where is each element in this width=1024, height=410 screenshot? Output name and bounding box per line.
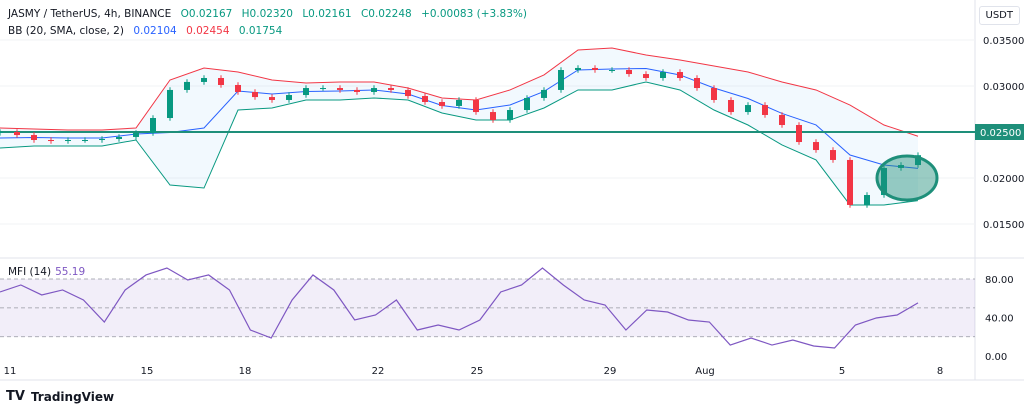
candle-body	[14, 132, 20, 136]
candle-body	[337, 88, 343, 90]
candle-body	[167, 89, 173, 119]
mfi-tick-label: 0.00	[985, 352, 1007, 363]
mfi-label: MFI (14)	[8, 266, 52, 278]
candle-body	[439, 102, 445, 106]
mfi-value: 55.19	[55, 266, 86, 278]
time-tick-label: 8	[937, 366, 943, 377]
ohlc-high: H0.02320	[241, 8, 293, 20]
mfi-legend[interactable]: MFI (14) 55.19	[8, 266, 85, 278]
tv-logo-icon: 𝗧𝗩	[6, 389, 25, 404]
price-tick-label: 0.03500	[983, 36, 1024, 47]
candle-body	[65, 140, 71, 142]
candle-body	[847, 159, 853, 205]
time-tick-label: Aug	[695, 366, 715, 377]
candle-body	[48, 140, 54, 142]
candle-body	[779, 114, 785, 126]
candle-body	[99, 138, 105, 141]
candle-body	[456, 99, 462, 106]
time-tick-label: 5	[839, 366, 845, 377]
candle-body	[626, 69, 632, 75]
time-tick-label: 29	[604, 366, 617, 377]
candle-body	[303, 88, 309, 96]
candle-body	[82, 140, 88, 142]
candle-body	[524, 97, 530, 111]
ohlc-change: +0.00083 (+3.83%)	[421, 8, 527, 20]
candle-body	[915, 155, 921, 166]
bb-lower-line	[0, 81, 919, 206]
time-tick-label: 18	[239, 366, 252, 377]
time-tick-label: 25	[471, 366, 484, 377]
bb-upper-value: 0.02454	[186, 25, 230, 37]
ohlc-low: L0.02161	[302, 8, 352, 20]
candle-body	[388, 88, 394, 90]
candle-body	[575, 67, 581, 70]
candle-body	[218, 77, 224, 85]
candle-body	[507, 110, 513, 121]
bb-basis-value: 0.02104	[133, 25, 177, 37]
level-price-label: 0.02500	[980, 128, 1021, 139]
candle-body	[728, 99, 734, 113]
mfi-tick-label: 40.00	[985, 314, 1014, 325]
bb-lower-value: 0.01754	[238, 25, 283, 37]
candle-body	[31, 135, 37, 141]
candle-body	[745, 105, 751, 113]
candle-body	[677, 72, 683, 78]
candle-body	[813, 142, 819, 151]
candle-body	[473, 99, 479, 113]
candle-body	[371, 88, 377, 92]
price-tick-label: 0.01500	[983, 220, 1024, 231]
candle-body	[694, 77, 700, 89]
candle-body	[269, 97, 275, 100]
candle-body	[558, 69, 564, 90]
candle-body	[116, 136, 122, 139]
ohlc-open: O0.02167	[180, 8, 233, 20]
candle-body	[898, 165, 904, 168]
candle-body	[762, 105, 768, 115]
candle-body	[0, 132, 3, 133]
candle-body	[150, 118, 156, 134]
candle-body	[881, 167, 887, 196]
candle-body	[541, 89, 547, 98]
highlight-circle	[875, 154, 939, 202]
candle-body	[422, 96, 428, 103]
candle-body	[320, 88, 326, 90]
candle-body	[405, 89, 411, 97]
candle-body	[201, 77, 207, 82]
candle-body	[235, 84, 241, 92]
tradingview-logo[interactable]: 𝗧𝗩 TradingView	[6, 389, 114, 404]
candle-body	[490, 112, 496, 121]
time-tick-label: 11	[4, 366, 17, 377]
level-price-tag	[975, 124, 1024, 140]
currency-button[interactable]: USDT	[978, 6, 1020, 25]
candle-body	[796, 125, 802, 143]
symbol-title: JASMY / TetherUS, 4h, BINANCE	[8, 8, 172, 20]
candle-body	[609, 69, 615, 71]
candle-body	[711, 88, 717, 100]
ohlc-close: C0.02248	[360, 8, 412, 20]
candle-body	[252, 91, 258, 98]
mfi-tick-label: 80.00	[985, 275, 1014, 286]
candle-body	[184, 81, 190, 90]
time-tick-label: 15	[141, 366, 154, 377]
candle-body	[643, 74, 649, 78]
mfi-line	[0, 267, 919, 349]
candle-body	[660, 72, 666, 78]
candle-body	[354, 89, 360, 92]
symbol-legend: JASMY / TetherUS, 4h, BINANCE O0.02167 H…	[8, 8, 533, 20]
candle-body	[864, 195, 870, 205]
time-tick-label: 22	[372, 366, 385, 377]
price-tick-label: 0.02000	[983, 174, 1024, 185]
bb-fill	[0, 48, 918, 205]
candle-body	[286, 95, 292, 100]
candle-body	[592, 67, 598, 70]
bb-label: BB (20, SMA, close, 2)	[8, 25, 124, 37]
candle-body	[133, 133, 139, 137]
brand-name: TradingView	[30, 389, 115, 404]
candle-body	[830, 150, 836, 160]
bb-legend[interactable]: BB (20, SMA, close, 2) 0.02104 0.02454 0…	[8, 25, 288, 37]
price-tick-label: 0.03000	[983, 82, 1024, 93]
